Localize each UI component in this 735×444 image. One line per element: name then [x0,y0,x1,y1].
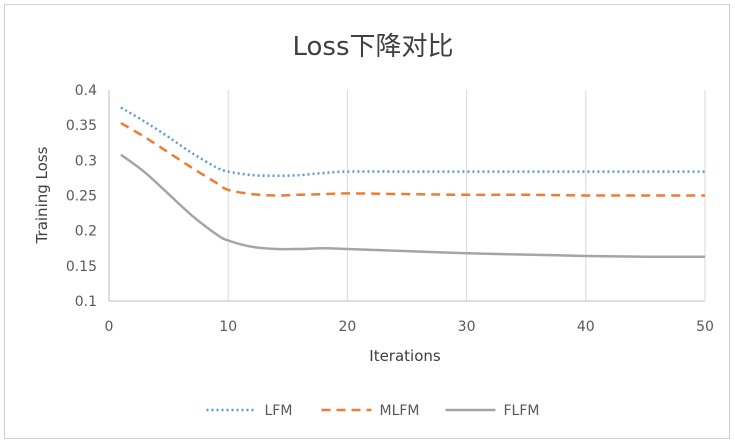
x-tick-label: 10 [219,319,237,335]
y-tick-label: 0.25 [66,189,97,205]
x-tick-label: 0 [105,319,114,335]
y-tick-label: 0.4 [75,83,97,99]
legend-item-lfm: LFM [206,403,293,419]
axes [108,90,705,302]
series-lines [120,106,706,258]
series-line-lfm [120,106,705,178]
y-axis-title: Training Loss [33,146,51,244]
x-tick-label: 20 [338,319,356,335]
legend-label: FLFM [504,403,540,419]
y-tick-label: 0.15 [66,259,97,275]
y-tick-labels: 0.1 0.15 0.2 0.25 0.3 0.35 0.4 [66,83,97,310]
y-tick-label: 0.35 [66,118,97,134]
legend: LFM MLFM FLFM [206,403,540,419]
chart-frame: Loss下降对比 0.1 0.15 0.2 0.25 0.3 0.35 0.4 0 10 20 3… [4,4,730,439]
legend-item-mlfm: MLFM [321,403,420,419]
y-tick-label: 0.2 [75,224,97,240]
x-tick-label: 50 [696,319,714,335]
legend-label: LFM [265,403,293,419]
series-line-mlfm [120,122,705,197]
x-tick-label: 40 [577,319,595,335]
y-tick-label: 0.1 [75,294,97,310]
series-line-flfm [120,153,706,258]
x-axis-title: Iterations [369,347,441,365]
line-chart: Loss下降对比 0.1 0.15 0.2 0.25 0.3 0.35 0.4 0 10 20 3… [33,32,714,419]
y-tick-label: 0.3 [75,153,97,169]
x-tick-label: 30 [458,319,476,335]
chart-title: Loss下降对比 [292,32,453,62]
x-tick-labels: 0 10 20 30 40 50 [105,319,714,335]
legend-item-flfm: FLFM [445,403,540,419]
legend-label: MLFM [380,403,420,419]
